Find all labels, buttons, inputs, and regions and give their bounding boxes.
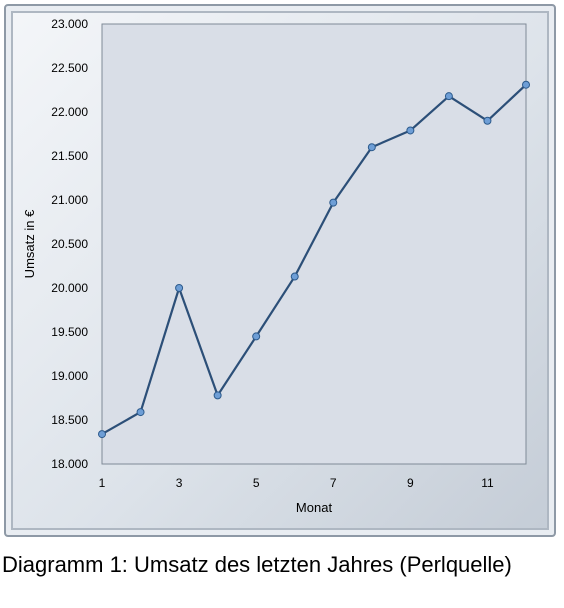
y-tick-label: 23.000 bbox=[51, 17, 88, 31]
y-tick-label: 21.500 bbox=[51, 149, 88, 163]
series-line bbox=[101, 83, 527, 436]
data-point bbox=[252, 332, 261, 341]
data-point bbox=[367, 143, 376, 152]
x-axis-title: Monat bbox=[296, 500, 333, 515]
data-point bbox=[444, 92, 453, 101]
x-tick-label: 11 bbox=[481, 476, 494, 490]
x-tick-label: 1 bbox=[99, 476, 106, 490]
x-tick-label: 7 bbox=[330, 476, 337, 490]
y-tick-label: 21.000 bbox=[51, 193, 88, 207]
y-tick-label: 19.000 bbox=[51, 369, 88, 383]
y-tick-label: 22.000 bbox=[51, 105, 88, 119]
data-point bbox=[136, 408, 145, 417]
y-tick-label: 22.500 bbox=[51, 61, 88, 75]
y-tick-label: 20.500 bbox=[51, 237, 88, 251]
y-axis-title: Umsatz in € bbox=[22, 209, 37, 278]
line-chart: 18.000 18.500 19.000 19.500 20.000 20.500 21.0… bbox=[22, 17, 530, 515]
data-point bbox=[175, 284, 184, 292]
data-point bbox=[213, 391, 222, 400]
data-point bbox=[98, 430, 106, 439]
data-point bbox=[406, 126, 415, 135]
data-point bbox=[522, 80, 530, 89]
y-tick-label: 19.500 bbox=[51, 325, 88, 339]
data-point bbox=[290, 272, 299, 281]
data-point bbox=[483, 116, 492, 125]
y-axis: 18.000 18.500 19.000 19.500 20.000 20.500 21.0… bbox=[51, 17, 88, 471]
x-tick-label: 3 bbox=[176, 476, 183, 490]
x-tick-label: 5 bbox=[253, 476, 260, 490]
series-group bbox=[98, 80, 530, 439]
figure-caption: Diagramm 1: Umsatz des letzten Jahres (P… bbox=[2, 552, 512, 577]
x-tick-label: 9 bbox=[407, 476, 414, 490]
plot-area bbox=[101, 23, 527, 465]
y-tick-label: 20.000 bbox=[51, 281, 88, 295]
x-axis: 1 3 5 7 9 11 bbox=[99, 476, 494, 490]
y-tick-label: 18.500 bbox=[51, 413, 88, 427]
data-point bbox=[329, 198, 338, 207]
y-tick-label: 18.000 bbox=[51, 457, 88, 471]
